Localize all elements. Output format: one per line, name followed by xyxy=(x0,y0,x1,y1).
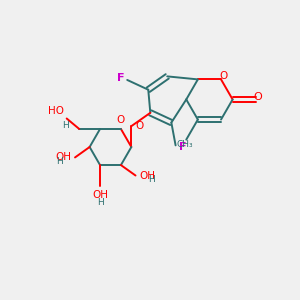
Text: O: O xyxy=(219,71,227,81)
Text: O: O xyxy=(135,121,143,131)
Text: F: F xyxy=(117,74,124,83)
Text: CH₃: CH₃ xyxy=(176,140,193,148)
Text: H: H xyxy=(56,158,62,166)
Text: HO: HO xyxy=(48,106,64,116)
Text: OH: OH xyxy=(139,170,155,181)
Text: H: H xyxy=(62,121,69,130)
Text: F: F xyxy=(178,142,186,152)
Text: H: H xyxy=(148,176,155,184)
Text: O: O xyxy=(254,92,262,102)
Text: H: H xyxy=(97,198,104,207)
Text: O: O xyxy=(117,116,125,125)
Text: OH: OH xyxy=(56,152,71,162)
Text: OH: OH xyxy=(92,190,108,200)
